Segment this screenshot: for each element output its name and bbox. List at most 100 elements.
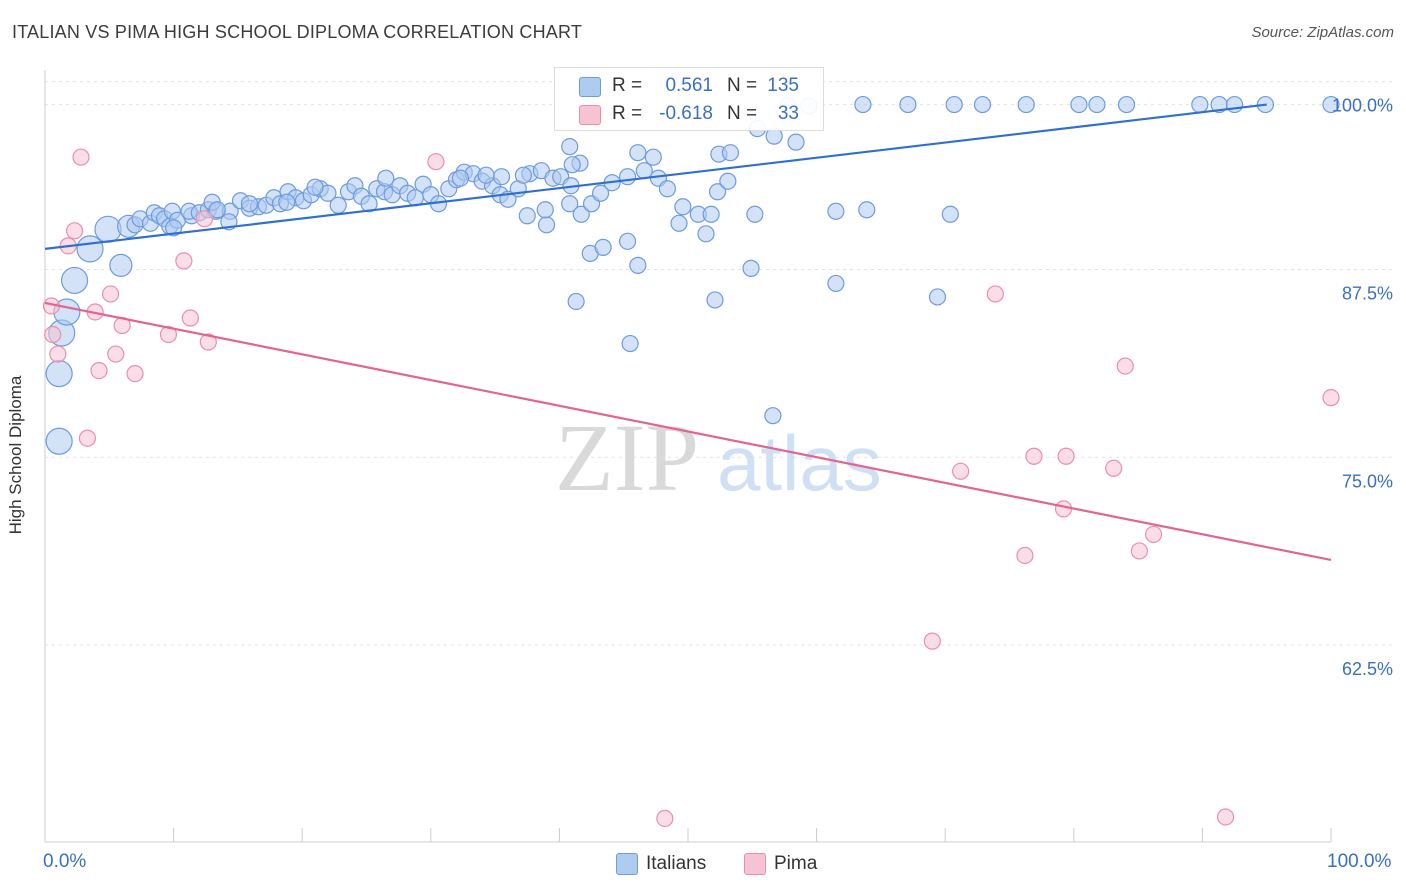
italians-r-value: 0.561 (665, 75, 713, 96)
italians-point (451, 169, 469, 187)
y-tick-label: 62.5% (1342, 659, 1393, 679)
legend-item-pima[interactable]: Pima (744, 851, 834, 877)
pima-point (1144, 525, 1163, 544)
italians-point (658, 180, 677, 198)
gridlines (45, 81, 1392, 646)
pima-swatch-icon (579, 105, 601, 125)
x-tick-label-min: 0.0% (43, 851, 87, 872)
italians-point (537, 216, 556, 234)
pima-r-value: -0.618 (659, 103, 713, 124)
italians-point (721, 144, 740, 162)
italians-point (536, 201, 554, 219)
italians-point (1225, 95, 1244, 114)
axes (44, 70, 1332, 843)
italians-point (635, 162, 653, 180)
italians-point (1322, 95, 1340, 114)
pima-point (923, 632, 941, 650)
italians-point (377, 169, 395, 187)
italians-point (827, 274, 845, 293)
italians-point (329, 196, 347, 214)
italians-r-label: R = (612, 75, 643, 96)
italians-swatch-icon (579, 77, 601, 97)
pima-point (1105, 459, 1123, 477)
pima-trendline (44, 301, 1332, 562)
italians-point (1088, 95, 1106, 114)
italians-point (719, 172, 737, 190)
italians-point (567, 292, 585, 311)
italians-point (899, 95, 917, 114)
pima-point (1057, 447, 1075, 465)
italians-point (306, 178, 324, 196)
italians-point (670, 214, 688, 232)
pima-point (175, 252, 193, 270)
stats-row-italians: R = 0.561 N = 135 (555, 72, 823, 100)
italians-point (594, 238, 612, 256)
pima-point (101, 285, 120, 303)
italians-point (1117, 95, 1136, 114)
italians-point (561, 138, 579, 156)
y-tick-label: 75.0% (1342, 471, 1393, 491)
pima-point (65, 222, 84, 240)
pima-point (199, 333, 217, 351)
italians-point (360, 195, 378, 213)
italians-point (60, 266, 89, 295)
italians-point (618, 232, 637, 250)
source-credit: Source: ZipAtlas.com (1251, 24, 1394, 41)
italians-point (644, 148, 662, 166)
italians-point (591, 184, 610, 202)
stats-box: R = 0.561 N = 135 R = -0.618 N = 33 (554, 67, 824, 131)
pima-point (1116, 357, 1134, 375)
italians-point (572, 205, 590, 223)
legend-item-italians[interactable]: Italians (616, 851, 726, 877)
pima-point (181, 309, 199, 327)
y-tick-labels: 62.5% 75.0% 87.5% 100.0% (1332, 96, 1393, 680)
italians-point (563, 156, 581, 174)
pima-point (44, 325, 62, 344)
italians-point (928, 288, 947, 306)
watermark: ZIP atlas (555, 404, 882, 511)
italians-point (278, 193, 296, 211)
italians-point (742, 259, 760, 277)
italians-point (764, 407, 782, 425)
italians-trendline (44, 103, 1267, 250)
italians-point (518, 207, 536, 225)
y-axis-label: High School Diploma (6, 375, 25, 535)
italians-point (702, 205, 720, 223)
italians-point (746, 205, 764, 223)
pima-n-label: N = (727, 103, 758, 124)
pima-point (1216, 808, 1235, 826)
pima-n-value: 33 (777, 103, 799, 124)
watermark-atlas: atlas (717, 419, 882, 507)
italians-point (629, 144, 647, 162)
italians-point (94, 215, 122, 243)
pima-point (1025, 447, 1043, 465)
italians-point (477, 166, 495, 184)
italians-n-label: N = (727, 75, 758, 96)
italians-point (618, 168, 637, 186)
pima-point (656, 809, 674, 828)
italians-point (109, 253, 133, 277)
pima-r-label: R = (612, 103, 643, 124)
pima-point (72, 148, 90, 166)
italians-point (945, 95, 963, 114)
italians-point (45, 359, 73, 388)
italians-n-value: 135 (767, 75, 799, 96)
pima-point (1054, 500, 1073, 518)
italians-point (492, 168, 511, 186)
pima-point (1016, 546, 1034, 565)
legend-pima-swatch-icon (744, 853, 766, 875)
italians-point (514, 166, 532, 184)
italians-point (973, 95, 992, 114)
italians-point (165, 219, 183, 237)
pima-point (952, 462, 970, 480)
italians-point (708, 183, 727, 201)
legend-italians-label: Italians (646, 853, 707, 874)
pima-point (49, 345, 67, 363)
x-tick-label-max: 100.0% (1327, 851, 1392, 872)
y-tick-label: 100.0% (1332, 96, 1393, 116)
y-tick-label: 87.5% (1342, 283, 1393, 303)
chart-title: ITALIAN VS PIMA HIGH SCHOOL DIPLOMA CORR… (12, 22, 583, 42)
pima-point (1322, 389, 1340, 407)
pima-point (986, 285, 1004, 303)
italians-point (858, 201, 876, 219)
